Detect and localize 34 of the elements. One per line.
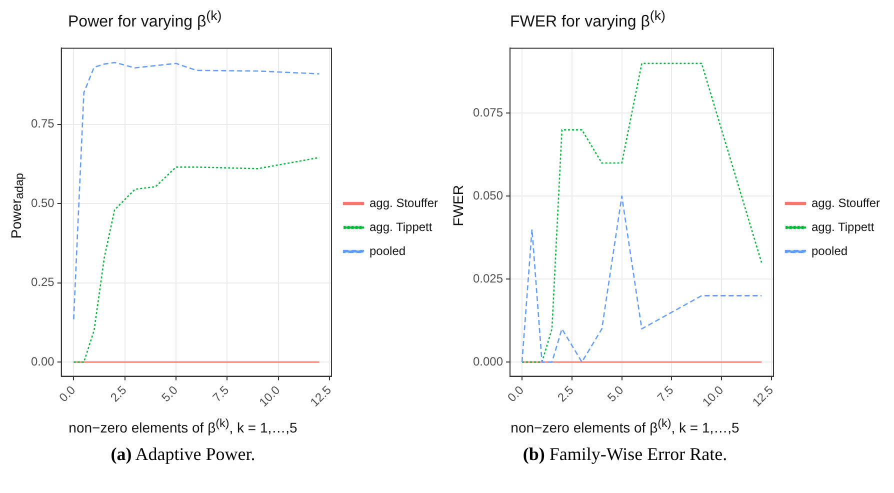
x-tick-label: 5.0 [604, 382, 626, 405]
legend-label: agg. Tippett [812, 220, 875, 234]
x-axis-title: non−zero elements of β$^{(k)}$, k = 1,…,5 [510, 417, 740, 436]
legend-label: pooled [812, 244, 848, 258]
legend-label: pooled [370, 244, 406, 258]
x-tick-label: 10.0 [700, 382, 726, 410]
legend-label: agg. Stouffer [812, 196, 880, 210]
line-series [521, 196, 762, 363]
y-tick-label: 0.00 [30, 354, 55, 368]
y-tick-label: 0.25 [30, 275, 55, 290]
x-axis-title: non−zero elements of β$^{(k)}$, k = 1,…,5 [68, 417, 298, 436]
y-tick-label: 0.075 [473, 106, 504, 120]
legend-label: agg. Tippett [370, 220, 433, 234]
y-tick-label: 0.50 [30, 196, 55, 210]
y-tick-label: 0.75 [30, 116, 55, 131]
y-axis-title: FWER [450, 184, 467, 226]
chart-title: Power for varying β$^{(k)}$ [68, 8, 222, 32]
y-tick-label: 0.025 [473, 271, 504, 286]
y-tick-label: 0.050 [473, 188, 504, 202]
chart-title: FWER for varying β$^{(k)}$ [510, 8, 666, 32]
legend-label: agg. Stouffer [370, 196, 438, 210]
text: (b) Family-Wise Error Rate. [522, 444, 728, 465]
x-tick-label: 2.5 [108, 382, 130, 405]
x-tick-label: 0.0 [56, 382, 78, 405]
text: (a) Adaptive Power. [110, 444, 256, 465]
x-tick-label: 0.0 [504, 382, 527, 405]
x-tick-label: 5.0 [158, 382, 181, 405]
line-series [521, 62, 762, 363]
x-tick-label: 7.5 [210, 382, 232, 405]
x-tick-label: 7.5 [654, 382, 676, 405]
y-tick-label: 0.000 [473, 354, 504, 368]
line-series [72, 156, 320, 363]
x-tick-label: 2.5 [554, 382, 577, 405]
line-series [72, 62, 320, 320]
